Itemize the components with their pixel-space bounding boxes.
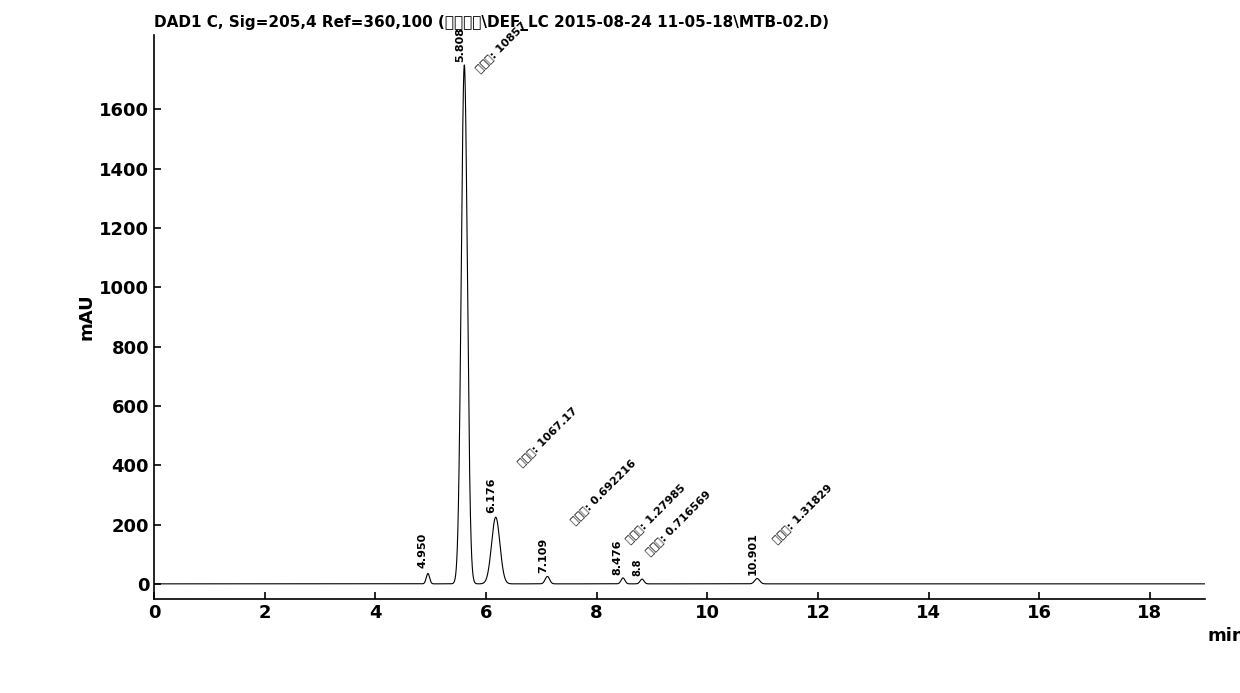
Text: 8.8: 8.8 xyxy=(632,558,642,576)
Text: 峰面积: 1.27985: 峰面积: 1.27985 xyxy=(624,482,687,545)
X-axis label: min: min xyxy=(1208,627,1240,644)
Text: 5.808: 5.808 xyxy=(455,27,465,62)
Text: 8.476: 8.476 xyxy=(613,539,622,575)
Text: 10.901: 10.901 xyxy=(748,532,758,575)
Text: 峰面积: 1067.17: 峰面积: 1067.17 xyxy=(516,405,579,468)
Text: 4.950: 4.950 xyxy=(418,532,428,568)
Text: 6.176: 6.176 xyxy=(486,477,496,513)
Text: 峰面积: 10857: 峰面积: 10857 xyxy=(474,19,528,74)
Text: DAD1 C, Sig=205,4 Ref=360,100 (美他多辛\DEF_LC 2015-08-24 11-05-18\MTB-02.D): DAD1 C, Sig=205,4 Ref=360,100 (美他多辛\DEF_… xyxy=(154,15,830,31)
Text: 峰面积: 0.692216: 峰面积: 0.692216 xyxy=(569,457,637,526)
Y-axis label: mAU: mAU xyxy=(77,294,95,340)
Text: 峰面积: 0.716569: 峰面积: 0.716569 xyxy=(644,489,712,557)
Text: 7.109: 7.109 xyxy=(538,537,548,572)
Text: 峰面积: 1.31829: 峰面积: 1.31829 xyxy=(771,482,833,545)
